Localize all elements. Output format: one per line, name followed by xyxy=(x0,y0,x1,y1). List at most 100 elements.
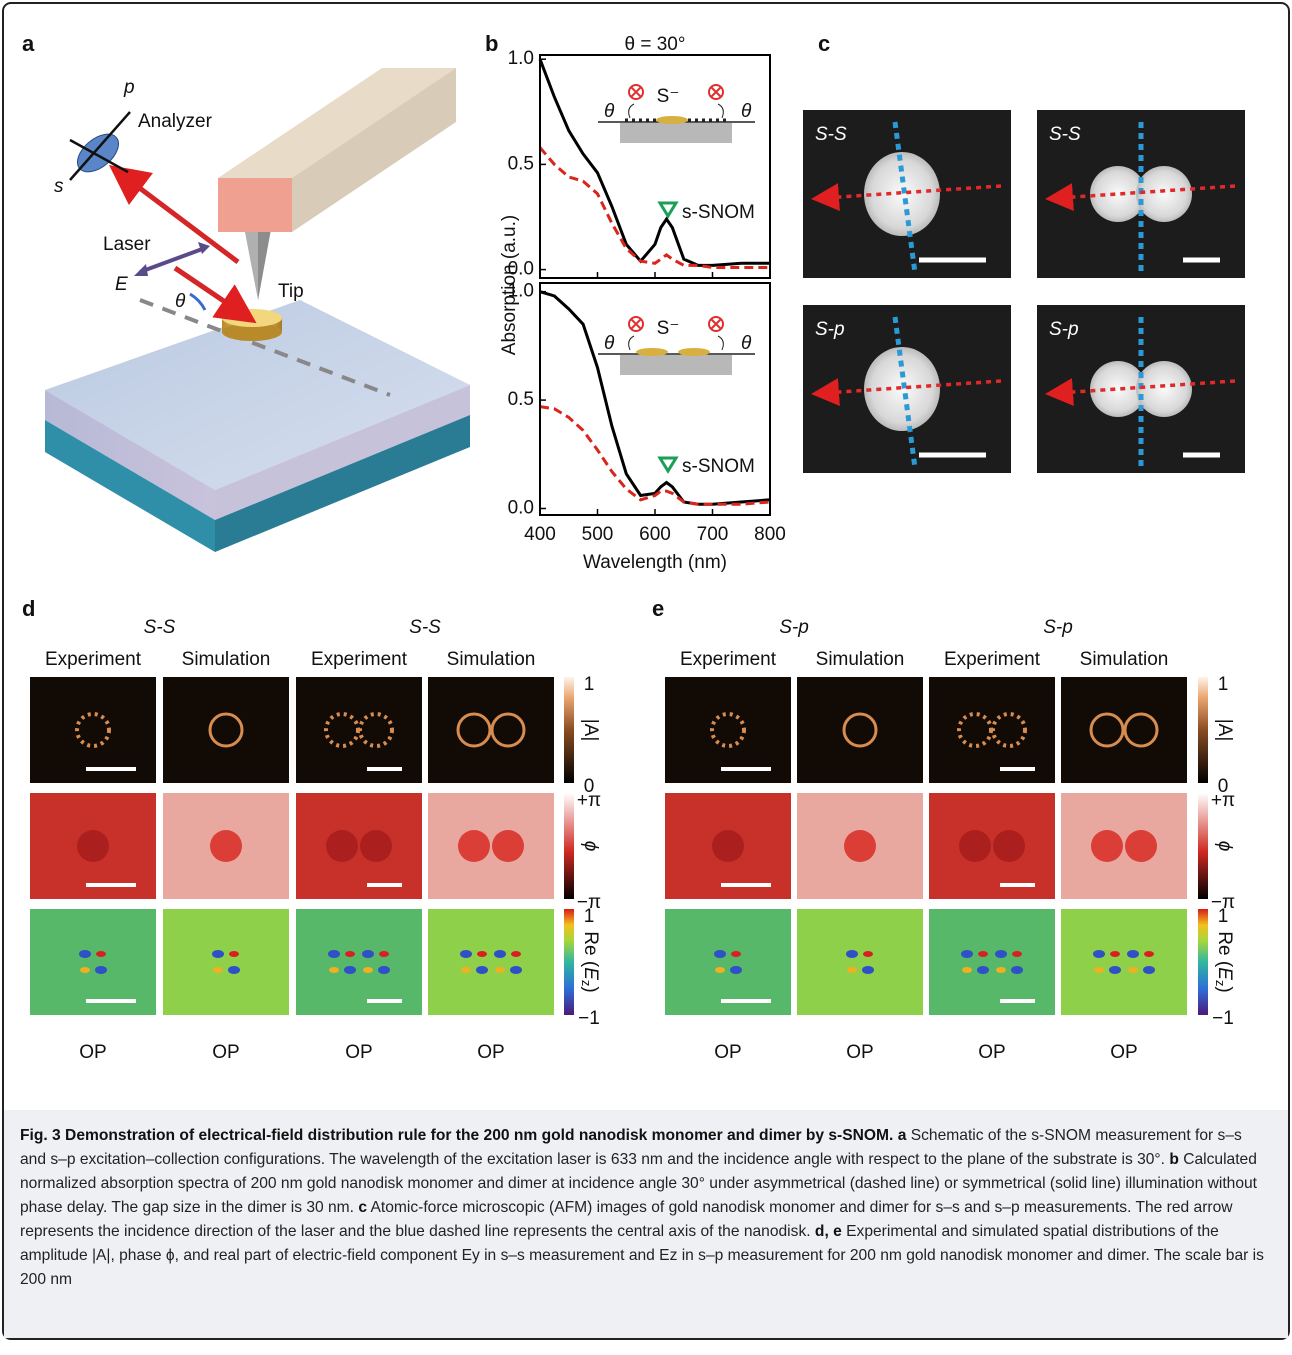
annotation: θ xyxy=(741,333,752,354)
disk xyxy=(1136,361,1192,417)
column-header: Simulation xyxy=(816,649,905,670)
annotation: θ xyxy=(741,101,752,122)
feature xyxy=(996,967,1006,973)
feature xyxy=(1093,950,1105,958)
caption-title: Fig. 3 Demonstration of electrical-field… xyxy=(20,1127,893,1144)
colorbar-tick: −1 xyxy=(578,1008,600,1029)
feature xyxy=(1128,967,1138,973)
y-tick-label: 0.5 xyxy=(508,389,534,410)
colorbar-tick: −1 xyxy=(1212,1008,1234,1029)
column-header: Experiment xyxy=(311,649,408,670)
y-tick-label: 0.0 xyxy=(508,498,534,519)
x-tick-label: 800 xyxy=(754,524,786,545)
schematic xyxy=(45,68,470,552)
feature xyxy=(96,951,106,957)
colorbar xyxy=(564,793,574,899)
label-part: Re ( xyxy=(580,931,601,968)
feature xyxy=(80,967,90,973)
feature xyxy=(460,950,472,958)
feature xyxy=(1109,966,1121,974)
label-part: ) xyxy=(1214,986,1235,992)
feature xyxy=(79,950,91,958)
feature xyxy=(863,951,873,957)
colorbar-tick: 1 xyxy=(1218,674,1229,695)
feature xyxy=(962,967,972,973)
panel-letter: c xyxy=(818,31,830,56)
image-label: S-S xyxy=(815,124,847,145)
colorbar-tick: +π xyxy=(1211,790,1235,811)
panel-letter: b xyxy=(485,31,498,56)
feature xyxy=(993,830,1025,862)
feature xyxy=(378,966,390,974)
column-header: Experiment xyxy=(45,649,142,670)
caption-label: b xyxy=(1169,1151,1179,1168)
colorbar xyxy=(564,909,574,1015)
feature xyxy=(977,966,989,974)
feature xyxy=(458,830,490,862)
feature xyxy=(228,966,240,974)
feature xyxy=(1143,966,1155,974)
field-image xyxy=(797,677,923,783)
colorbar xyxy=(1198,793,1208,899)
feature xyxy=(328,950,340,958)
column-header: Simulation xyxy=(447,649,536,670)
feature xyxy=(1144,951,1154,957)
panel-letter: d xyxy=(22,596,35,621)
plot-frame xyxy=(540,283,770,515)
feature xyxy=(362,950,374,958)
feature xyxy=(961,950,973,958)
column-footer: OP xyxy=(714,1042,741,1063)
field-image xyxy=(296,909,422,1015)
feature xyxy=(379,951,389,957)
field-image xyxy=(428,793,554,899)
feature xyxy=(862,966,874,974)
feature xyxy=(1110,951,1120,957)
feature xyxy=(477,951,487,957)
y-tick-label: 0.0 xyxy=(508,259,534,280)
colorbar-label: Re (Ez) xyxy=(1213,931,1235,992)
colorbar xyxy=(1198,909,1208,1015)
field-image xyxy=(1061,909,1187,1015)
feature xyxy=(77,830,109,862)
y-tick-label: 1.0 xyxy=(508,281,534,302)
label: Tip xyxy=(278,281,304,302)
column-footer: OP xyxy=(846,1042,873,1063)
label-part: |A| xyxy=(580,719,601,742)
field-image xyxy=(929,909,1055,1015)
group-label: S-S xyxy=(409,617,441,638)
feature xyxy=(344,966,356,974)
field-image xyxy=(929,793,1055,899)
annotation: S⁻ xyxy=(657,318,680,339)
label: s xyxy=(54,176,64,197)
group-label: S-p xyxy=(779,617,809,638)
field-image xyxy=(296,793,422,899)
feature xyxy=(1011,966,1023,974)
feature xyxy=(712,830,744,862)
disk xyxy=(864,347,940,431)
column-header: Experiment xyxy=(680,649,777,670)
label-part: |A| xyxy=(1214,719,1235,742)
feature xyxy=(495,967,505,973)
disk xyxy=(864,152,940,236)
afm-images: S-SS-SS-pS-p xyxy=(803,110,1245,473)
feature xyxy=(1125,830,1157,862)
column-header: Experiment xyxy=(944,649,1041,670)
feature xyxy=(1094,967,1104,973)
colorbar-tick: 1 xyxy=(584,906,595,927)
field-image xyxy=(163,909,289,1015)
column-footer: OP xyxy=(477,1042,504,1063)
panel-letter: e xyxy=(652,596,664,621)
feature xyxy=(731,951,741,957)
feature xyxy=(95,966,107,974)
feature xyxy=(730,966,742,974)
colorbar-tick: +π xyxy=(577,790,601,811)
line xyxy=(540,59,770,265)
feature xyxy=(212,950,224,958)
page: { "panel_a": {"letter": "a", "p": "p", "… xyxy=(0,0,1292,1355)
label-part: Re ( xyxy=(1214,931,1235,968)
caption-label: c xyxy=(358,1199,367,1216)
colorbar-label: |A| xyxy=(580,719,601,742)
label-part: E xyxy=(1214,967,1235,980)
column-footer: OP xyxy=(212,1042,239,1063)
y-tick-label: 1.0 xyxy=(508,48,534,69)
